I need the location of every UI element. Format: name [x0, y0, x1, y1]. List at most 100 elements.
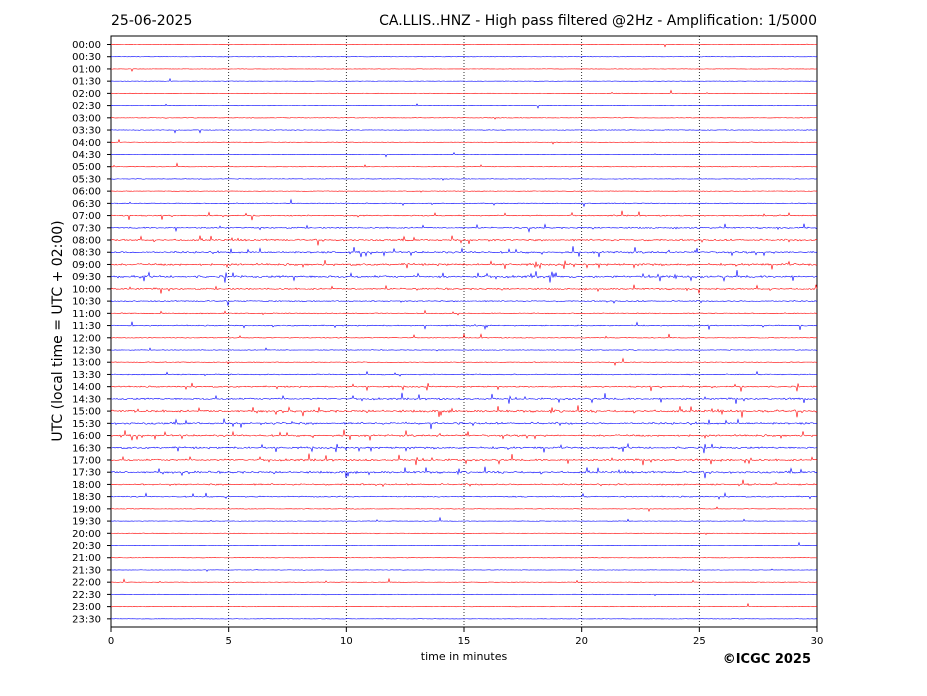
trace-0000 — [110, 43, 818, 48]
y-tick-label: 13:00 — [72, 358, 101, 369]
y-tick-label: 14:30 — [72, 394, 101, 405]
vertical-grid — [228, 36, 700, 627]
trace-2000 — [110, 532, 818, 536]
y-tick-label: 03:30 — [72, 126, 101, 137]
chart-title: CA.LLIS..HNZ - High pass filtered @2Hz -… — [379, 13, 817, 29]
y-tick-label: 21:30 — [72, 565, 101, 576]
y-tick-label: 17:30 — [72, 468, 101, 479]
trace-1100 — [110, 309, 818, 316]
trace-1500 — [110, 405, 818, 418]
trace-1530 — [110, 418, 818, 430]
y-tick-label: 22:00 — [72, 578, 101, 589]
trace-0130 — [110, 77, 818, 82]
trace-1000 — [110, 284, 818, 295]
y-tick-label: 14:00 — [72, 382, 101, 393]
y-tick-label: 00:00 — [72, 40, 101, 51]
trace-0300 — [110, 117, 818, 120]
plot-frame — [110, 35, 818, 628]
y-tick-label: 03:00 — [72, 113, 101, 124]
y-tick-label: 04:00 — [72, 138, 101, 149]
trace-1730 — [110, 466, 818, 479]
trace-1630 — [110, 442, 818, 454]
y-tick-label: 05:30 — [72, 174, 101, 185]
y-tick-label: 01:00 — [72, 64, 101, 75]
y-tick-label: 10:00 — [72, 284, 101, 295]
y-tick-label: 11:30 — [72, 321, 101, 332]
x-axis-label: time in minutes — [421, 650, 508, 663]
y-tick-label: 08:00 — [72, 236, 101, 247]
trace-0800 — [110, 235, 818, 246]
y-tick-label: 09:30 — [72, 272, 101, 283]
y-tick-label: 02:00 — [72, 89, 101, 100]
y-tick-label: 06:00 — [72, 187, 101, 198]
trace-1900 — [110, 506, 818, 512]
y-axis-label: UTC (local time = UTC + 02:00) — [50, 220, 66, 441]
y-tick-label: 09:00 — [72, 260, 101, 271]
y-tick-label: 16:00 — [72, 431, 101, 442]
trace-1130 — [110, 321, 818, 331]
trace-0900 — [110, 259, 818, 270]
trace-1700 — [110, 453, 818, 466]
x-tick-label: 15 — [458, 636, 471, 647]
y-tick-label: 13:30 — [72, 370, 101, 381]
y-tick-label: 02:30 — [72, 101, 101, 112]
trace-group — [110, 43, 818, 620]
x-tick-label: 10 — [340, 636, 353, 647]
y-tick-label: 15:30 — [72, 419, 101, 430]
y-tick-label: 18:30 — [72, 492, 101, 503]
y-tick-label: 15:00 — [72, 407, 101, 418]
y-tick-label: 19:30 — [72, 517, 101, 528]
trace-1430 — [110, 392, 818, 404]
trace-0730 — [110, 223, 818, 233]
trace-1230 — [110, 347, 818, 352]
x-tick-label: 20 — [575, 636, 588, 647]
y-tick-label: 08:30 — [72, 248, 101, 259]
y-tick-label: 23:00 — [72, 602, 101, 613]
x-tick-label: 30 — [811, 636, 824, 647]
trace-2200 — [110, 577, 818, 583]
trace-1930 — [110, 516, 818, 522]
x-tick-label: 25 — [693, 636, 706, 647]
y-tick-label: 20:30 — [72, 541, 101, 552]
trace-1600 — [110, 429, 818, 441]
trace-2300 — [110, 602, 818, 608]
y-tick-label: 06:30 — [72, 199, 101, 210]
trace-0330 — [110, 129, 818, 134]
trace-0430 — [110, 152, 818, 158]
chart-date: 25-06-2025 — [111, 13, 192, 29]
y-tick-label: 07:00 — [72, 211, 101, 222]
trace-1830 — [110, 491, 818, 500]
y-tick-label: 23:30 — [72, 614, 101, 625]
y-tick-label: 12:00 — [72, 333, 101, 344]
trace-0230 — [110, 103, 818, 109]
y-tick-label: 18:00 — [72, 480, 101, 491]
y-tick-label: 12:30 — [72, 346, 101, 357]
x-ticks: 0 5 10 15 20 25 30 — [108, 627, 824, 647]
trace-0530 — [110, 178, 818, 181]
trace-2130 — [110, 568, 818, 572]
y-tick-label: 00:30 — [72, 52, 101, 63]
trace-0500 — [110, 162, 818, 168]
y-tick-label: 21:00 — [72, 553, 101, 564]
trace-2230 — [110, 593, 818, 597]
trace-1200 — [110, 333, 818, 339]
y-tick-label: 07:30 — [72, 223, 101, 234]
x-tick-label: 5 — [225, 636, 231, 647]
trace-1330 — [110, 370, 818, 377]
y-tick-label: 10:30 — [72, 297, 101, 308]
trace-2030 — [110, 541, 818, 547]
y-tick-label: 19:00 — [72, 504, 101, 515]
y-tick-label: 04:30 — [72, 150, 101, 161]
copyright-text: ©ICGC 2025 — [723, 652, 811, 667]
trace-1300 — [110, 357, 818, 367]
trace-1030 — [110, 299, 818, 306]
y-tick-label: 17:00 — [72, 455, 101, 466]
trace-0100 — [110, 68, 818, 72]
x-tick-label: 0 — [108, 636, 114, 647]
trace-0600 — [110, 190, 818, 193]
trace-0700 — [110, 210, 818, 221]
y-tick-label: 11:00 — [72, 309, 101, 320]
y-tick-label: 05:00 — [72, 162, 101, 173]
